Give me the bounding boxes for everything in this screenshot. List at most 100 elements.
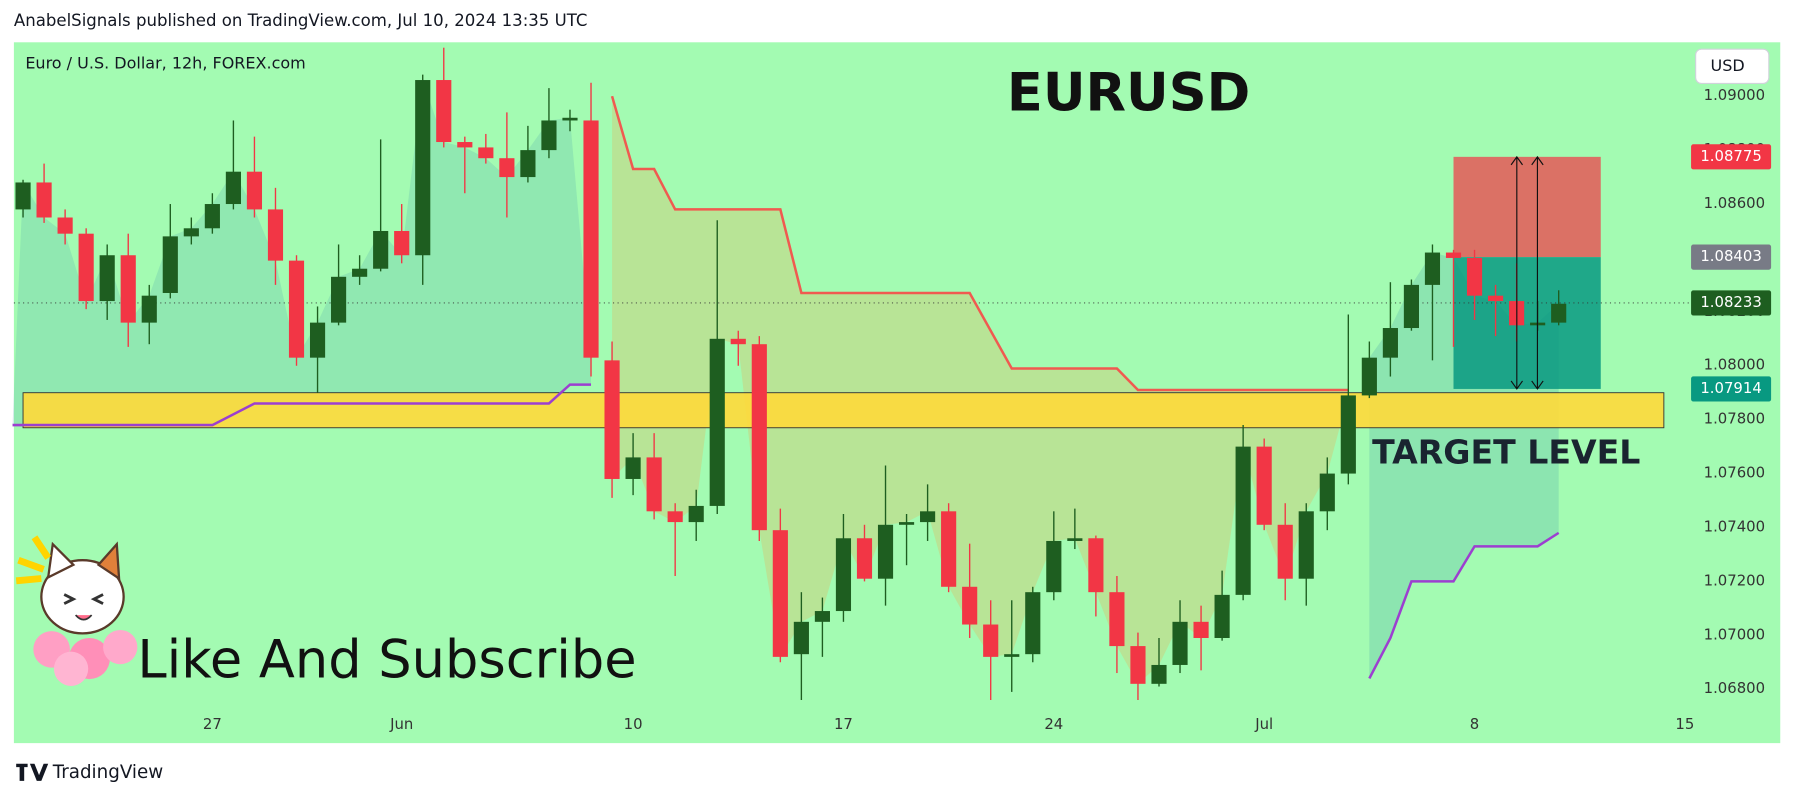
indicator-fill [12,80,592,426]
candle-body [920,511,936,523]
candle-body [183,228,199,237]
candle-body [436,80,452,143]
candle-body [1025,592,1041,655]
candle-body [667,511,683,523]
price-label: 1.08233 [1700,293,1761,311]
candle-body [1046,540,1062,593]
x-tick-label: 15 [1675,715,1694,733]
candle-body [1214,594,1230,638]
price-label-bg [1691,290,1772,316]
candle-body [1067,538,1083,541]
price-label-bg [1691,244,1772,270]
indicator-fill [612,96,1349,684]
candle-body [604,360,620,479]
candle-body [898,522,915,525]
candle-body [15,182,31,210]
range-arrow [1510,155,1523,390]
candle-body [835,538,852,612]
target-zone [22,392,1665,429]
candle-body [1340,395,1356,474]
y-tick-label: 1.07800 [1704,410,1765,428]
y-tick-label: 1.07400 [1704,517,1765,535]
x-tick-label: 27 [203,715,222,733]
candle-body [246,171,263,210]
candle-body [1361,357,1377,396]
candle-body [141,295,157,323]
target-label: TARGET LEVEL [1372,432,1640,471]
candle-body [1172,621,1188,665]
candle-body [36,182,52,218]
candle-body [772,530,788,657]
candle-body [309,322,326,358]
currency-label[interactable]: USD [1711,56,1745,75]
y-tick-label: 1.08000 [1704,356,1765,374]
currency-button[interactable] [1695,48,1770,85]
candle-body [499,158,515,178]
candle-body [373,230,389,269]
chart-title: EURUSD [1007,63,1250,124]
candle-body [709,338,725,506]
candle-body [1403,284,1420,329]
candle-body [583,120,599,358]
candle-body [120,255,136,323]
x-tick-label: Jun [389,715,413,733]
candle-body [1487,295,1504,302]
annotation: Like And Subscribe [137,630,636,691]
candle-body [688,505,704,523]
y-tick-label: 1.07000 [1704,625,1765,643]
candle-body [1277,524,1293,579]
candle-body [1445,252,1462,258]
range-arrow [1531,155,1544,390]
y-tick-label: 1.07600 [1704,464,1765,482]
indicator-line [1368,531,1560,680]
candle-body [394,230,410,256]
candle-body [478,147,494,159]
brand-logo [16,763,49,781]
candle-body [1298,511,1314,579]
candle-body [1466,257,1483,296]
y-tick-label: 1.07200 [1704,571,1765,589]
price-label: 1.07914 [1700,379,1761,397]
candle-body [78,233,94,302]
symbol-label: Euro / U.S. Dollar, 12h, FOREX.com [25,54,305,73]
sticker [15,535,138,686]
candle-body [1088,538,1104,593]
price-label: 1.08775 [1700,147,1761,165]
candle-body [415,80,431,256]
indicator-line [12,383,592,427]
candle-body [288,260,305,358]
price-label-bg [1691,144,1772,170]
candle-body [352,268,368,277]
candle-body [1382,328,1398,358]
candle-body [730,338,746,345]
x-tick-label: 10 [624,715,643,733]
candle-body [751,344,767,531]
x-tick-label: Jul [1254,715,1273,733]
candle-body [204,204,220,229]
candle-body [1004,654,1020,657]
price-label-bg [1691,376,1772,402]
x-tick-label: 8 [1470,715,1479,733]
candle-body [1109,592,1125,647]
candle-body [162,236,178,293]
candle-body [941,511,957,587]
x-tick-label: 17 [834,715,853,733]
indicator-line [610,95,1349,392]
candle-body [1193,621,1209,638]
candle-body [1424,252,1441,285]
candle-body [225,171,241,205]
candle-body [267,209,284,261]
y-tick-label: 1.09000 [1704,86,1765,104]
candle-body [541,120,557,151]
candle-body [1151,664,1167,684]
candle-body [57,217,73,234]
candle-body [99,255,115,302]
candle-body [520,150,536,178]
candle-body [793,621,809,655]
candle-body [457,142,473,148]
candle-body [983,624,999,657]
candle-body [1130,646,1146,684]
candle-body [814,611,830,622]
